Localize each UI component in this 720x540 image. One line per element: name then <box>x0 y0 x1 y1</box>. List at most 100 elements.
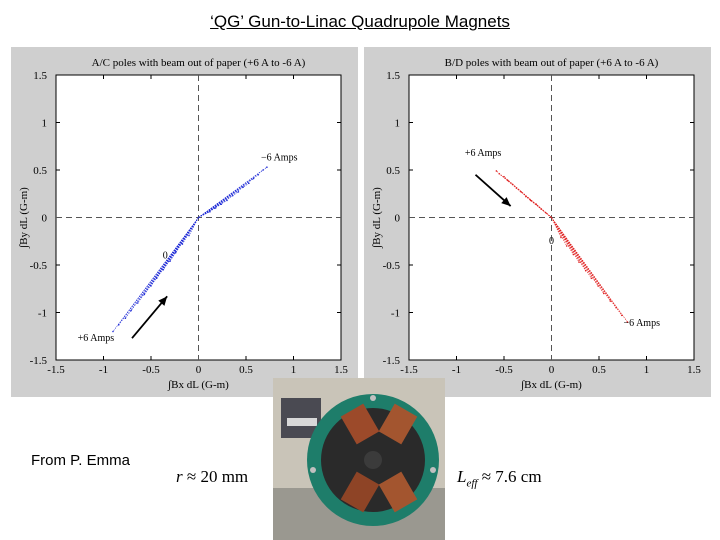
chart0-series-line-pos-10 <box>175 217 199 253</box>
chart1-series-point-neg-5 <box>597 285 599 287</box>
chart0-annotation-1: 0 <box>163 250 168 261</box>
chart-bd-poles: B/D poles with beam out of paper (+6 A t… <box>371 57 701 391</box>
chart1-series-point-pos-3 <box>507 179 509 182</box>
chart1-y-tick-label: -1.5 <box>383 355 401 367</box>
chart0-series-point-neg-10 <box>214 207 217 209</box>
aperture-radius-text: r ≈ 20 mm <box>176 467 249 486</box>
chart0-y-axis-label: ∫By dL (G-m) <box>18 187 30 249</box>
chart1-series-point-pos-11 <box>545 211 547 214</box>
chart1-x-tick-label: -0.5 <box>495 364 513 376</box>
chart0-series-line-neg-11 <box>198 211 211 218</box>
chart1-y-axis-label: ∫By dL (G-m) <box>371 187 383 249</box>
chart1-series-point-neg-9 <box>572 253 575 256</box>
chart-panel-bd: B/D poles with beam out of paper (+6 A t… <box>364 47 711 397</box>
chart1-x-tick-label: -1.5 <box>400 364 418 376</box>
chart0-title: A/C poles with beam out of paper (+6 A t… <box>92 57 306 69</box>
chart1-y-tick-label: 0 <box>395 213 401 225</box>
chart0-series-point-neg-8 <box>226 199 228 202</box>
chart0-series-line-pos-3 <box>130 217 199 311</box>
chart0-y-tick-label: 1.5 <box>33 70 47 82</box>
chart1-series-point-pos-10 <box>540 208 542 210</box>
chart0-y-tick-label: 1 <box>42 118 48 130</box>
chart1-series-point-neg-7 <box>584 269 587 272</box>
chart0-x-tick-label: 1 <box>291 364 297 376</box>
chart1-series-point-pos-6 <box>520 191 522 193</box>
chart0-series-point-neg-11 <box>209 211 211 213</box>
chart1-series-point-pos-8 <box>529 199 532 202</box>
chart0-series-point-pos-12 <box>188 234 190 237</box>
chart1-annotation-1: 0 <box>549 236 554 247</box>
chart1-series-line-pos-10 <box>540 208 552 218</box>
chart0-series-line-pos-12 <box>188 217 199 236</box>
chart0-y-tick-label: 0 <box>42 213 48 225</box>
chart0-series-point-pos-0 <box>112 330 114 333</box>
chart0-annotation-0: −6 Amps <box>261 153 298 164</box>
chart1-series-point-neg-11 <box>560 236 562 239</box>
chart1-y-tick-label: 1 <box>395 118 401 130</box>
chart1-y-tick-label: -1 <box>391 308 400 320</box>
chart0-x-tick-label: 0.5 <box>239 364 253 376</box>
chart0-x-tick-label: 1.5 <box>334 364 348 376</box>
chart0-series-point-neg-5 <box>242 186 244 188</box>
chart0-series-point-pos-6 <box>150 285 152 287</box>
chart-ac-poles: A/C poles with beam out of paper (+6 A t… <box>18 57 348 391</box>
chart0-x-axis-label: ∫Bx dL (G-m) <box>167 379 229 391</box>
chart1-arrow-head <box>501 197 511 207</box>
chart1-series-line-neg-6 <box>551 217 592 279</box>
chart0-series-line-pos-1 <box>118 217 199 326</box>
chart1-y-tick-label: -0.5 <box>383 260 401 272</box>
chart1-series-point-pos-1 <box>498 173 501 175</box>
chart0-series-line-neg-5 <box>198 186 244 218</box>
chart1-annotation-0: +6 Amps <box>465 148 502 159</box>
chart0-series-line-pos-7 <box>156 217 199 279</box>
chart1-series-point-pos-4 <box>511 183 514 186</box>
chart0-series-line-pos-11 <box>182 217 199 245</box>
chart-panel-ac: A/C poles with beam out of paper (+6 A t… <box>11 47 358 397</box>
chart0-series-point-neg-4 <box>248 182 250 185</box>
chart1-x-tick-label: 1.5 <box>687 364 701 376</box>
chart0-y-tick-label: -1 <box>38 308 47 320</box>
chart0-series-line-neg-2 <box>198 174 259 218</box>
chart0-series-point-neg-7 <box>231 194 234 197</box>
chart1-series-point-neg-3 <box>609 300 612 302</box>
chart1-series-line-neg-0 <box>551 217 628 323</box>
chart0-y-tick-label: -1.5 <box>30 355 48 367</box>
chart0-x-tick-label: -1.5 <box>47 364 65 376</box>
chart1-series-point-neg-6 <box>590 277 593 280</box>
chart0-y-tick-label: 0.5 <box>33 165 47 177</box>
chart0-series-point-neg-3 <box>252 177 255 180</box>
chart1-x-tick-label: 1 <box>644 364 650 376</box>
chart0-series-point-pos-7 <box>155 277 158 280</box>
chart0-arrow-head <box>158 296 168 306</box>
chart1-y-tick-label: 1.5 <box>386 70 400 82</box>
chart0-series-point-pos-10 <box>174 251 177 254</box>
chart1-series-point-neg-10 <box>565 245 568 247</box>
chart1-series-point-neg-8 <box>578 261 580 263</box>
chart0-series-line-neg-7 <box>198 195 233 218</box>
chart1-series-line-pos-11 <box>545 212 552 218</box>
source-credit: From P. Emma <box>31 452 130 469</box>
chart1-series-point-pos-9 <box>535 203 538 205</box>
chart0-series-point-pos-4 <box>136 302 139 304</box>
chart1-series-point-pos-2 <box>503 175 505 178</box>
chart1-annotation-2: −6 Amps <box>624 318 661 329</box>
effective-length-text: Leff ≈ 7.6 cm <box>457 467 542 490</box>
chart0-series-point-pos-3 <box>130 309 132 312</box>
chart1-x-tick-label: -1 <box>452 364 461 376</box>
chart0-y-tick-label: -0.5 <box>30 260 48 272</box>
slide-title: ‘QG’ Gun-to-Linac Quadrupole Magnets <box>210 12 510 31</box>
chart1-series-line-neg-3 <box>551 217 611 302</box>
chart0-arrow-shaft <box>131 295 168 339</box>
chart1-series-point-neg-2 <box>615 306 617 309</box>
chart0-series-point-neg-6 <box>237 191 240 193</box>
chart0-series-point-pos-1 <box>117 324 120 326</box>
chart1-title: B/D poles with beam out of paper (+6 A t… <box>445 57 659 69</box>
chart0-series-point-pos-2 <box>124 317 127 320</box>
chart0-series-point-neg-9 <box>220 203 223 205</box>
chart0-series-point-pos-8 <box>162 268 165 271</box>
chart0-series-point-neg-2 <box>257 173 260 176</box>
chart1-series-point-pos-7 <box>525 195 527 198</box>
chart1-series-point-neg-4 <box>602 292 605 295</box>
chart0-x-tick-label: 0 <box>196 364 202 376</box>
chart1-x-tick-label: 0 <box>549 364 555 376</box>
